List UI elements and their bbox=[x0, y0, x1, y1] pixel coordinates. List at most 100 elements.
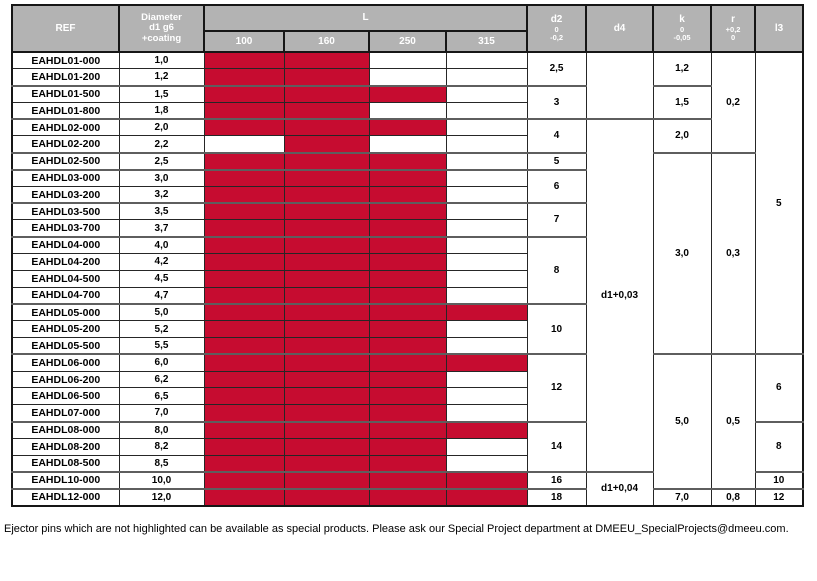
diameter-cell: 4,0 bbox=[118, 235, 205, 255]
availability-cell-315 bbox=[445, 302, 528, 322]
table-row: EAHDL04-700 4,7 bbox=[11, 286, 803, 305]
availability-cell-100 bbox=[203, 219, 285, 238]
availability-cell-315 bbox=[445, 253, 528, 271]
availability-cell-160 bbox=[283, 337, 370, 355]
availability-cell-315 bbox=[445, 84, 528, 103]
availability-cell-315 bbox=[445, 68, 528, 87]
diameter-cell: 5,5 bbox=[118, 337, 205, 355]
availability-cell-100 bbox=[203, 68, 285, 87]
diameter-cell: 3,2 bbox=[118, 185, 205, 204]
availability-cell-160 bbox=[283, 168, 370, 187]
availability-cell-100 bbox=[203, 84, 285, 103]
table-row: EAHDL04-200 4,2 bbox=[11, 253, 803, 271]
availability-cell-100 bbox=[203, 101, 285, 120]
availability-cell-100 bbox=[203, 370, 285, 389]
ref-cell: EAHDL04-700 bbox=[11, 286, 120, 305]
ref-cell: EAHDL01-200 bbox=[11, 68, 120, 87]
d2-cell: 5 bbox=[526, 151, 587, 171]
ref-cell: EAHDL04-500 bbox=[11, 269, 120, 288]
diameter-cell: 3,5 bbox=[118, 202, 205, 221]
availability-cell-160 bbox=[283, 353, 370, 372]
k-cell: 5,0 bbox=[652, 353, 712, 490]
availability-cell-250 bbox=[368, 320, 447, 339]
availability-cell-100 bbox=[203, 337, 285, 355]
col-header-length-100: 100 bbox=[203, 30, 285, 53]
availability-cell-250 bbox=[368, 219, 447, 238]
availability-cell-250 bbox=[368, 387, 447, 406]
table-row: EAHDL03-200 3,2 bbox=[11, 185, 803, 204]
availability-cell-160 bbox=[283, 118, 370, 137]
length-header-label: L bbox=[362, 12, 369, 24]
availability-cell-100 bbox=[203, 269, 285, 288]
availability-cell-250 bbox=[368, 370, 447, 389]
availability-cell-100 bbox=[203, 302, 285, 322]
availability-cell-100 bbox=[203, 202, 285, 221]
availability-cell-160 bbox=[283, 370, 370, 389]
table-header: REF Diameter d1 g6 +coating L d2 0 -0,2 … bbox=[11, 4, 805, 53]
availability-cell-160 bbox=[283, 454, 370, 473]
table-row: EAHDL05-000 5,0 10 bbox=[11, 302, 803, 355]
ref-cell: EAHDL03-700 bbox=[11, 219, 120, 238]
availability-cell-100 bbox=[203, 235, 285, 255]
l3-cell: 8 bbox=[754, 420, 804, 473]
availability-cell-100 bbox=[203, 420, 285, 439]
l3-cell: 5 bbox=[754, 50, 804, 355]
availability-cell-250 bbox=[368, 68, 447, 87]
k-cell: 1,2 bbox=[652, 51, 712, 87]
ref-cell: EAHDL10-000 bbox=[11, 470, 120, 490]
table-row: EAHDL02-200 2,2 bbox=[11, 135, 803, 154]
diameter-cell: 1,0 bbox=[118, 51, 205, 70]
r-cell: 0,8 bbox=[710, 487, 756, 507]
availability-cell-100 bbox=[203, 387, 285, 406]
table-row: EAHDL12-000 12,0 18 7,0 0,8 12 bbox=[11, 487, 804, 507]
col-header-length: L bbox=[202, 4, 529, 32]
availability-cell-100 bbox=[203, 168, 285, 187]
col-header-ref: REF bbox=[11, 4, 120, 53]
availability-cell-250 bbox=[368, 185, 447, 204]
availability-cell-315 bbox=[445, 101, 528, 120]
availability-cell-315 bbox=[445, 202, 528, 221]
table-row: EAHDL06-000 6,0 12 5,0 0,5 6 bbox=[11, 353, 804, 490]
ref-cell: EAHDL02-000 bbox=[11, 118, 120, 137]
availability-cell-315 bbox=[445, 487, 528, 507]
col-header-d4: d4 bbox=[585, 4, 655, 53]
diameter-cell: 3,0 bbox=[118, 168, 205, 187]
ref-cell: EAHDL08-500 bbox=[11, 454, 120, 473]
availability-cell-100 bbox=[203, 353, 285, 372]
availability-cell-160 bbox=[283, 235, 370, 255]
ref-cell: EAHDL03-000 bbox=[11, 168, 120, 187]
r-cell: 0,3 bbox=[710, 151, 756, 355]
diameter-cell: 6,0 bbox=[118, 353, 205, 372]
availability-cell-160 bbox=[283, 101, 370, 120]
d2-cell: 3 bbox=[526, 84, 587, 120]
availability-cell-250 bbox=[368, 302, 447, 322]
catalog-page: REF Diameter d1 g6 +coating L d2 0 -0,2 … bbox=[4, 4, 805, 535]
availability-cell-250 bbox=[368, 168, 447, 187]
l3-cell: 10 bbox=[754, 470, 804, 490]
table-row: EAHDL03-700 3,7 bbox=[11, 219, 803, 238]
ref-cell: EAHDL07-000 bbox=[11, 404, 120, 423]
availability-cell-315 bbox=[445, 269, 528, 288]
table-row: EAHDL01-200 1,2 bbox=[11, 68, 803, 87]
availability-cell-100 bbox=[203, 151, 285, 171]
d2-cell: 18 bbox=[526, 487, 587, 507]
availability-cell-160 bbox=[283, 135, 370, 154]
ref-cell: EAHDL03-200 bbox=[11, 185, 120, 204]
availability-cell-315 bbox=[445, 151, 528, 171]
availability-cell-100 bbox=[203, 185, 285, 204]
availability-cell-250 bbox=[368, 269, 447, 288]
availability-cell-160 bbox=[283, 269, 370, 288]
col-header-r: r +0,2 0 bbox=[710, 4, 757, 53]
availability-cell-160 bbox=[283, 185, 370, 204]
k-cell: 3,0 bbox=[652, 151, 712, 355]
availability-cell-250 bbox=[368, 420, 447, 439]
k-cell: 1,5 bbox=[652, 84, 712, 120]
availability-cell-250 bbox=[368, 404, 447, 423]
availability-cell-315 bbox=[445, 353, 528, 372]
ref-cell: EAHDL03-500 bbox=[11, 202, 120, 221]
availability-cell-315 bbox=[445, 470, 528, 490]
availability-cell-160 bbox=[283, 302, 370, 322]
availability-cell-160 bbox=[283, 487, 370, 507]
availability-cell-250 bbox=[368, 235, 447, 255]
k-cell: 2,0 bbox=[652, 118, 712, 154]
